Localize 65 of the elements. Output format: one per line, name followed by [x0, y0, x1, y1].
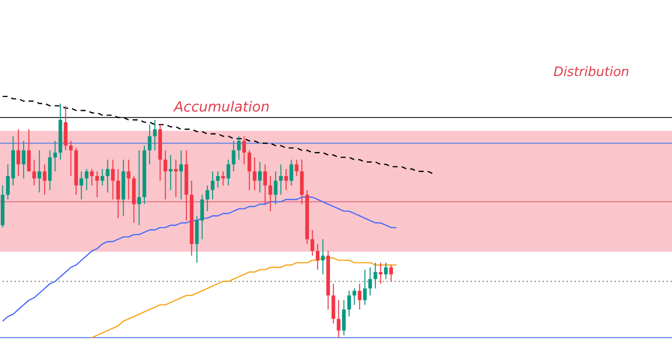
candlestick [363, 269, 367, 306]
candlestick [232, 140, 236, 172]
candlestick [111, 159, 115, 200]
candlestick [6, 164, 10, 200]
candlestick [221, 170, 225, 186]
candlestick [242, 136, 246, 165]
candlestick [22, 140, 26, 179]
candlestick [64, 105, 68, 151]
candlestick [95, 170, 99, 198]
candlestick [164, 150, 168, 200]
candlestick [32, 159, 36, 186]
candlestick [53, 140, 57, 172]
candlestick [48, 150, 52, 191]
candlestick [174, 159, 178, 198]
candlestick [374, 262, 378, 289]
candlestick [310, 229, 314, 256]
candlestick [200, 194, 204, 240]
candlestick [38, 150, 42, 193]
candlestick [300, 159, 304, 205]
candlestick [237, 136, 241, 160]
candlestick [90, 168, 94, 186]
candlestick [168, 154, 172, 191]
candlestick [16, 128, 20, 177]
candlestick [368, 266, 372, 296]
candlestick [42, 164, 46, 196]
candlestick [274, 170, 278, 205]
candlestick [126, 159, 130, 200]
candlestick [342, 300, 346, 336]
candlestick [279, 164, 283, 196]
candlestick [84, 168, 88, 191]
candlestick [27, 128, 31, 172]
candlestick [179, 150, 183, 200]
candlestick [389, 264, 393, 282]
candlestick [268, 176, 272, 212]
candlestick [116, 168, 120, 219]
band-label: Accumulation [172, 100, 270, 116]
candlestick [80, 170, 84, 200]
candlestick [195, 215, 199, 264]
candlestick [216, 170, 220, 188]
candlestick [210, 170, 214, 200]
candlestick [206, 184, 210, 212]
candlestick [69, 140, 73, 177]
candlestick [252, 156, 256, 191]
candlestick [347, 290, 351, 318]
candlestick [358, 283, 362, 310]
candlestick [263, 164, 267, 205]
candlestick [137, 150, 141, 226]
candlestick [336, 300, 340, 338]
candlestick [226, 159, 230, 186]
candlestick [284, 168, 288, 191]
candlestick [100, 168, 104, 186]
candlestick [148, 124, 152, 165]
candlestick [316, 243, 320, 270]
candlestick [106, 159, 110, 193]
candlestick [153, 119, 157, 151]
candlestick [321, 238, 325, 275]
candlestick [378, 262, 382, 284]
candlestick [332, 283, 336, 324]
candlestick [384, 262, 388, 280]
text: Distribution [553, 65, 630, 80]
candlestick [294, 159, 298, 177]
candlestick [248, 150, 252, 191]
candlestick [258, 162, 262, 193]
candlestick [290, 159, 294, 186]
candlestick [352, 288, 356, 306]
